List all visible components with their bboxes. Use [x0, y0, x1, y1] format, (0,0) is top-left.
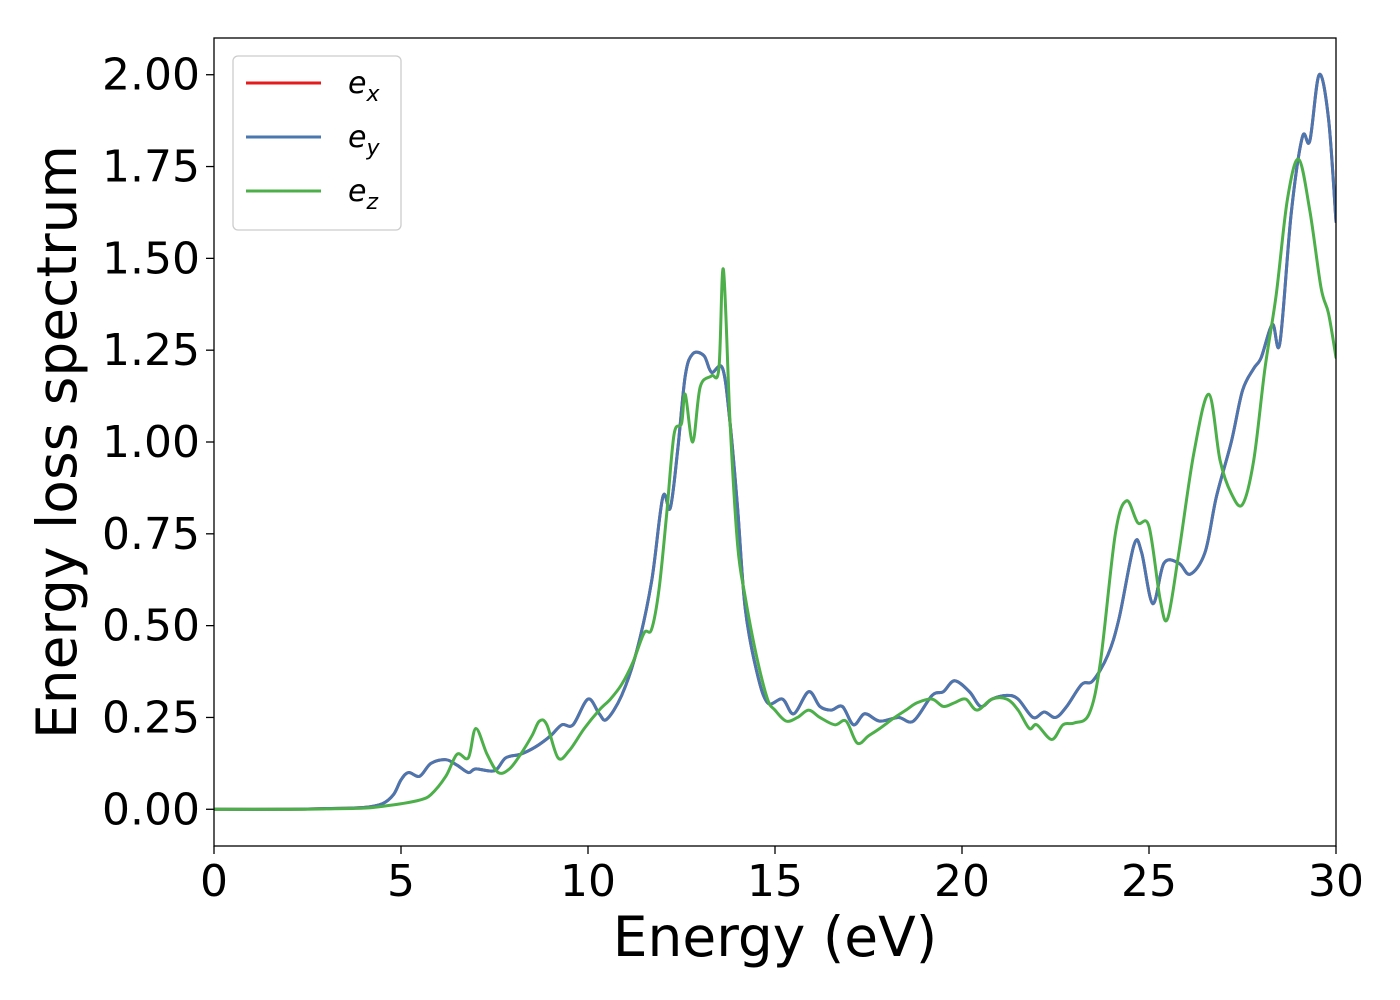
axes-layer: 0 5 10 15 20 25 30 0.00 0.25 0.50 0.75 1.00 1.25 1.50… — [102, 37, 1364, 907]
legend-box — [232, 55, 402, 231]
legend-label-y: ey — [348, 120, 380, 161]
y-tick-label: 0.75 — [102, 509, 200, 560]
x-tick-label: 15 — [747, 856, 803, 907]
x-tick-label: 0 — [200, 856, 228, 907]
y-tick-label: 1.50 — [102, 233, 200, 284]
series-line-z — [214, 157, 1336, 811]
y-tick-label: 0.25 — [102, 692, 200, 743]
y-tick-label: 2.00 — [102, 50, 200, 101]
series-line-y — [214, 73, 1336, 811]
x-tick-label: 10 — [560, 856, 616, 907]
y-axis-label: Energy loss spectrum — [25, 145, 89, 739]
series-layer — [214, 73, 1336, 811]
x-tick-label: 30 — [1308, 856, 1364, 907]
x-tick-label: 20 — [934, 856, 990, 907]
y-tick-label: 0.50 — [102, 601, 200, 652]
x-axis-label: Energy (eV) — [613, 905, 937, 969]
y-tick-label: 1.25 — [102, 325, 200, 376]
y-tick-label: 1.00 — [102, 417, 200, 468]
y-tick-label: 1.75 — [102, 142, 200, 193]
x-tick-label: 5 — [387, 856, 415, 907]
x-tick-label: 25 — [1121, 856, 1177, 907]
y-tick-label: 0.00 — [102, 784, 200, 835]
